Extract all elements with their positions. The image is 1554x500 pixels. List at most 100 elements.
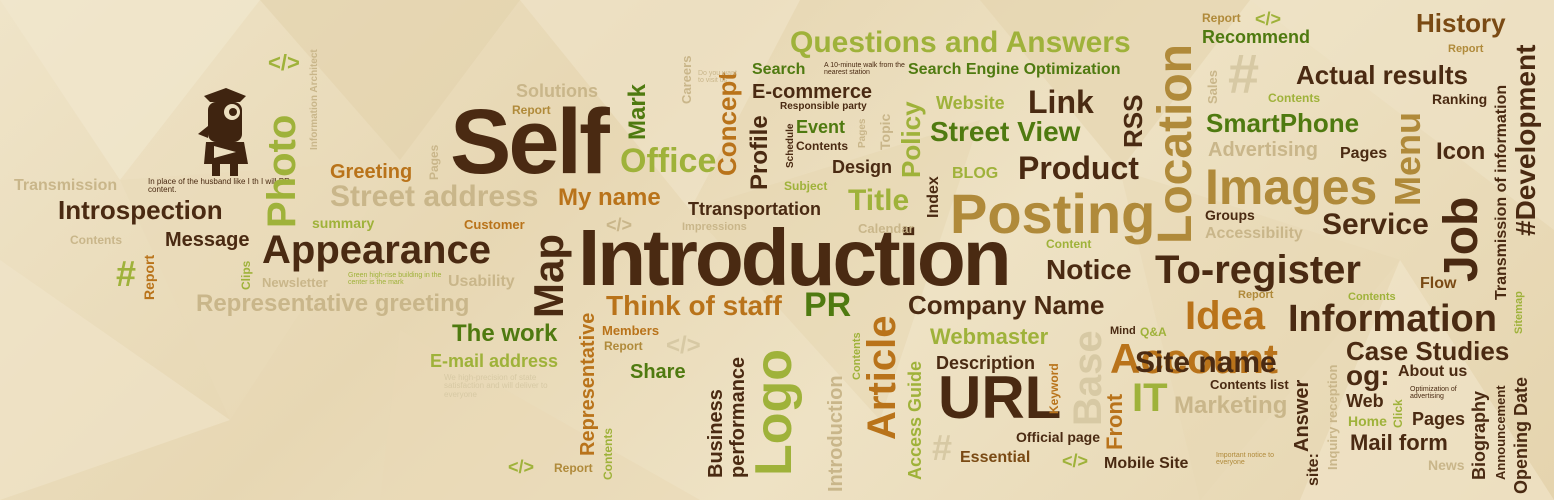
word-url: URL bbox=[938, 364, 1062, 431]
word-design: Design bbox=[832, 157, 893, 177]
word-usability: Usability bbox=[448, 273, 515, 290]
word-article: Article bbox=[860, 315, 904, 441]
word-questions-and-answers: Questions and Answers bbox=[790, 26, 1131, 59]
word-members: Members bbox=[602, 323, 660, 338]
word-representative: Representative bbox=[577, 312, 599, 456]
word-topic: Topic bbox=[877, 113, 893, 150]
word-keyword: Keyword bbox=[1047, 363, 1061, 414]
word-service: Service bbox=[1322, 208, 1429, 241]
tag-symbol-1: </> bbox=[268, 50, 300, 75]
tag-symbol-6: </> bbox=[1062, 451, 1089, 471]
word-contents-r2: Contents bbox=[1348, 291, 1396, 303]
word-accessibility: Accessibility bbox=[1205, 225, 1303, 242]
word-customer: Customer bbox=[464, 217, 525, 232]
word-performance: performance bbox=[727, 356, 749, 478]
word-mind: Mind bbox=[1110, 325, 1136, 337]
tag-symbol-3: </> bbox=[606, 215, 633, 235]
word-report-b: Report bbox=[1202, 11, 1241, 25]
word-inquiry-reception: Inquiry reception bbox=[1325, 364, 1340, 470]
word-logo: Logo bbox=[745, 348, 803, 476]
word-index: Index bbox=[925, 176, 942, 218]
word-qa: Q&A bbox=[1140, 325, 1167, 339]
word-transmission: Transmission bbox=[14, 177, 118, 194]
word-content: Content bbox=[1046, 237, 1092, 251]
word-flow: Flow bbox=[1420, 275, 1457, 292]
word-introspection: Introspection bbox=[58, 195, 223, 225]
word-site-colon: site: bbox=[1305, 453, 1322, 486]
word-smartphone: SmartPhone bbox=[1206, 108, 1360, 138]
word-icon: Icon bbox=[1436, 138, 1486, 165]
word-report-c: Report bbox=[1448, 43, 1484, 55]
word-self: Self bbox=[450, 91, 610, 193]
word-product: Product bbox=[1018, 150, 1139, 186]
note-husband: In place of the husband like I th I will… bbox=[148, 177, 290, 195]
word-biography: Biography bbox=[1469, 390, 1489, 480]
word-marketing: Marketing bbox=[1174, 392, 1288, 419]
word-report-vertical: Report bbox=[141, 254, 157, 300]
word-contents-mid: Contents bbox=[796, 139, 848, 153]
word-event: Event bbox=[796, 117, 846, 137]
word-actual-results: Actual results bbox=[1296, 60, 1468, 90]
word-contents-v2: Contents bbox=[851, 332, 863, 380]
word-pages: Pages bbox=[1340, 145, 1388, 162]
word-calendar: Calendar bbox=[858, 221, 914, 236]
word-report-d: Report bbox=[1238, 289, 1274, 301]
word-images: Images bbox=[1205, 159, 1378, 215]
word-idea: Idea bbox=[1185, 294, 1266, 338]
word-street-address: Street address bbox=[330, 180, 539, 213]
word-office: Office bbox=[620, 142, 717, 180]
hash-symbol-2: # bbox=[1228, 42, 1260, 105]
word-recommend: Recommend bbox=[1202, 27, 1311, 47]
word-notice: Notice bbox=[1046, 254, 1132, 285]
word-advertising: Advertising bbox=[1208, 139, 1319, 161]
word-news: News bbox=[1428, 457, 1465, 473]
word-about-us: About us bbox=[1398, 363, 1468, 380]
word-opening-date: Opening Date bbox=[1511, 376, 1531, 494]
word-ttransportation: Ttransportation bbox=[688, 199, 821, 219]
word-sales: Sales bbox=[1205, 70, 1220, 104]
word-newsletter: Newsletter bbox=[262, 275, 328, 290]
word-menu: Menu bbox=[1387, 112, 1428, 206]
word-mark: Mark bbox=[624, 83, 651, 140]
tag-symbol-2: </> bbox=[1255, 9, 1282, 29]
word-map: Map bbox=[525, 234, 572, 318]
word-pages-mini: Pages bbox=[857, 118, 868, 148]
word-introduction: Introduction bbox=[578, 213, 1012, 302]
word-click: Click bbox=[1391, 399, 1405, 428]
word-search: Search bbox=[752, 61, 806, 78]
word-report-e: Report bbox=[604, 339, 643, 353]
word-sitemap: Sitemap bbox=[1513, 291, 1525, 334]
word-summary: summary bbox=[312, 215, 375, 231]
word-concept: Concept bbox=[712, 72, 742, 176]
word-report-a: Report bbox=[512, 103, 551, 117]
word-information-architect: Information Architect bbox=[309, 49, 320, 150]
word-pages-vertical: Pages bbox=[427, 144, 441, 180]
word-greeting: Greeting bbox=[330, 161, 413, 183]
word-to-register: To-register bbox=[1155, 248, 1361, 292]
note-tagline: We high-precision of state satisfaction … bbox=[444, 373, 548, 399]
word-the-work: The work bbox=[452, 320, 558, 347]
word-my-name: My name bbox=[558, 184, 661, 211]
word-profile: Profile bbox=[746, 115, 773, 190]
word-link: Link bbox=[1028, 84, 1094, 120]
tag-symbol-5: </> bbox=[508, 457, 535, 477]
word-street-view: Street View bbox=[930, 116, 1081, 147]
word-business: Business bbox=[705, 389, 727, 478]
note-important: Important notice to everyone bbox=[1216, 452, 1274, 467]
word-responsible-party: Responsible party bbox=[780, 101, 867, 112]
word-title: Title bbox=[848, 184, 910, 217]
word-webmaster: Webmaster bbox=[930, 324, 1049, 349]
word-email-address: E-mail address bbox=[430, 351, 559, 371]
word-company-name: Company Name bbox=[908, 290, 1105, 320]
word-history: History bbox=[1416, 8, 1506, 38]
word-contents-r1: Contents bbox=[1268, 91, 1320, 105]
word-site-name: Site name bbox=[1135, 346, 1277, 379]
word-share: Share bbox=[630, 361, 686, 383]
word-groups: Groups bbox=[1205, 207, 1255, 223]
word-report-f: Report bbox=[554, 461, 593, 475]
word-official-page: Official page bbox=[1016, 429, 1101, 445]
note-optimization: Optimization of advertising bbox=[1410, 386, 1457, 401]
word-blog: BLOG bbox=[952, 165, 999, 182]
